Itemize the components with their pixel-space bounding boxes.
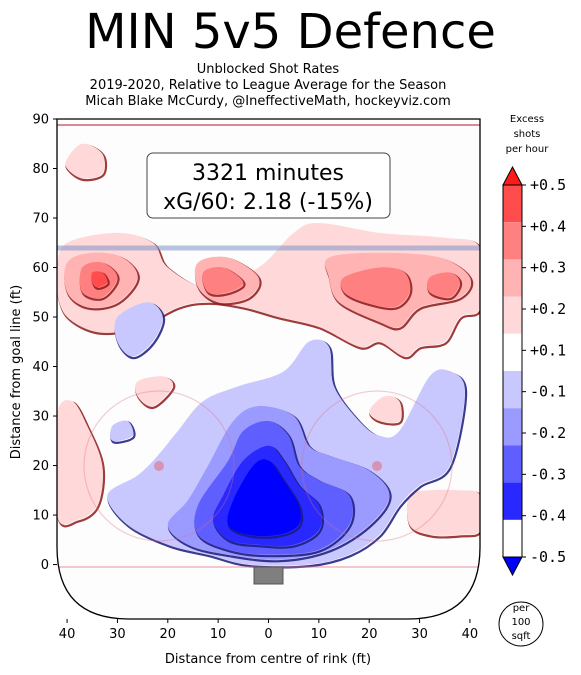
y-tick-label: 0 bbox=[41, 558, 49, 573]
y-tick-label: 30 bbox=[32, 410, 49, 425]
y-tick-label: 90 bbox=[32, 113, 49, 128]
goal-net bbox=[253, 566, 284, 585]
colorbar-band bbox=[503, 259, 522, 297]
excess-region-level-1-2 bbox=[57, 400, 103, 525]
x-tick-label: 40 bbox=[462, 627, 479, 642]
chart-title: MIN 5v5 Defence bbox=[85, 4, 496, 60]
colorbar-band bbox=[503, 371, 522, 409]
x-tick-label: 20 bbox=[160, 627, 177, 642]
colorbar: +0.5 +0.4 +0.3 +0.2 +0.1 -0.1 -0.2 -0.3 -0.4 -0.5 bbox=[502, 165, 566, 577]
y-tick-label: 40 bbox=[32, 360, 49, 375]
faceoff-circle-left bbox=[83, 390, 235, 542]
excess-region-level-1-4 bbox=[369, 395, 402, 423]
info-minutes: 3321 minutes bbox=[192, 161, 344, 186]
colorbar-tick-label: -0.2 bbox=[530, 424, 566, 442]
faceoff-circle-right bbox=[301, 390, 453, 542]
colorbar-band bbox=[503, 185, 522, 223]
y-tick-label: 60 bbox=[32, 261, 49, 276]
colorbar-tick-label: -0.3 bbox=[530, 465, 566, 483]
x-tick-label: 20 bbox=[361, 627, 378, 642]
colorbar-bottom-arrow bbox=[502, 556, 523, 577]
excess-region-level-3-1 bbox=[202, 267, 244, 295]
x-axis: 40 30 20 10 0 10 20 30 40 bbox=[59, 619, 478, 642]
info-box: 3321 minutes xG/60: 2.18 (-15%) bbox=[146, 152, 391, 219]
colorbar-band bbox=[503, 222, 522, 260]
x-tick-label: 10 bbox=[311, 627, 328, 642]
heatmap-regions bbox=[57, 119, 480, 619]
colorbar-band bbox=[503, 408, 522, 446]
svg-text:Excess: Excess bbox=[510, 114, 544, 125]
colorbar-tick-label: -0.5 bbox=[530, 548, 566, 566]
colorbar-band bbox=[503, 296, 522, 334]
excess-region-level-4-0 bbox=[91, 271, 108, 288]
y-axis: 0 10 20 30 40 50 60 70 80 90 bbox=[32, 113, 57, 573]
subtitle-line-1: Unblocked Shot Rates bbox=[196, 62, 340, 77]
deficit-region-level-1-2 bbox=[110, 420, 134, 442]
x-tick-label: 10 bbox=[210, 627, 227, 642]
svg-text:100: 100 bbox=[511, 617, 530, 628]
svg-text:shots: shots bbox=[514, 129, 541, 140]
x-tick-label: 30 bbox=[109, 627, 126, 642]
colorbar-title: Excess shots per hour bbox=[506, 114, 550, 155]
y-axis-label: Distance from goal line (ft) bbox=[9, 285, 24, 459]
colorbar-band bbox=[503, 482, 522, 520]
y-tick-label: 50 bbox=[32, 311, 49, 326]
colorbar-frame bbox=[502, 184, 523, 558]
colorbar-tick-label: -0.1 bbox=[530, 383, 566, 401]
colorbar-tick-label: +0.1 bbox=[530, 341, 566, 359]
colorbar-tick-label: -0.4 bbox=[530, 507, 566, 525]
excess-region-level-1-1 bbox=[65, 143, 105, 179]
colorbar-band bbox=[503, 445, 522, 483]
excess-region-level-3-2 bbox=[340, 267, 411, 308]
svg-text:sqft: sqft bbox=[512, 631, 531, 642]
x-tick-label: 30 bbox=[411, 627, 428, 642]
excess-region-level-1-5 bbox=[406, 489, 480, 536]
rink-boards bbox=[56, 118, 481, 620]
excess-region-level-3-3 bbox=[427, 272, 460, 298]
deficit-region-level-1-1 bbox=[114, 302, 163, 357]
faceoff-dot-left bbox=[154, 461, 164, 471]
subtitle-line-2: 2019-2020, Relative to League Average fo… bbox=[89, 78, 447, 93]
deficit-region-level-5-0 bbox=[227, 459, 301, 537]
svg-text:per hour: per hour bbox=[506, 144, 550, 155]
units-badge: per 100 sqft bbox=[498, 601, 544, 647]
colorbar-top-arrow bbox=[502, 165, 523, 186]
faceoff-dot-right bbox=[372, 461, 382, 471]
colorbar-band bbox=[503, 333, 522, 371]
colorbar-tick-label: +0.4 bbox=[530, 217, 566, 235]
x-axis-label: Distance from centre of rink (ft) bbox=[165, 652, 371, 667]
excess-region-level-1-3 bbox=[135, 376, 174, 407]
x-tick-label: 40 bbox=[59, 627, 76, 642]
x-tick-label: 0 bbox=[264, 627, 272, 642]
y-tick-label: 70 bbox=[32, 212, 49, 227]
subtitle-line-3: Micah Blake McCurdy, @IneffectiveMath, h… bbox=[85, 94, 451, 109]
y-tick-label: 80 bbox=[32, 162, 49, 177]
colorbar-tick-label: +0.3 bbox=[530, 259, 566, 277]
colorbar-tick-label: +0.5 bbox=[530, 176, 566, 194]
svg-text:per: per bbox=[513, 603, 531, 614]
info-xg: xG/60: 2.18 (-15%) bbox=[163, 190, 373, 215]
y-tick-label: 20 bbox=[32, 459, 49, 474]
y-tick-label: 10 bbox=[32, 509, 49, 524]
colorbar-tick-label: +0.2 bbox=[530, 300, 566, 318]
